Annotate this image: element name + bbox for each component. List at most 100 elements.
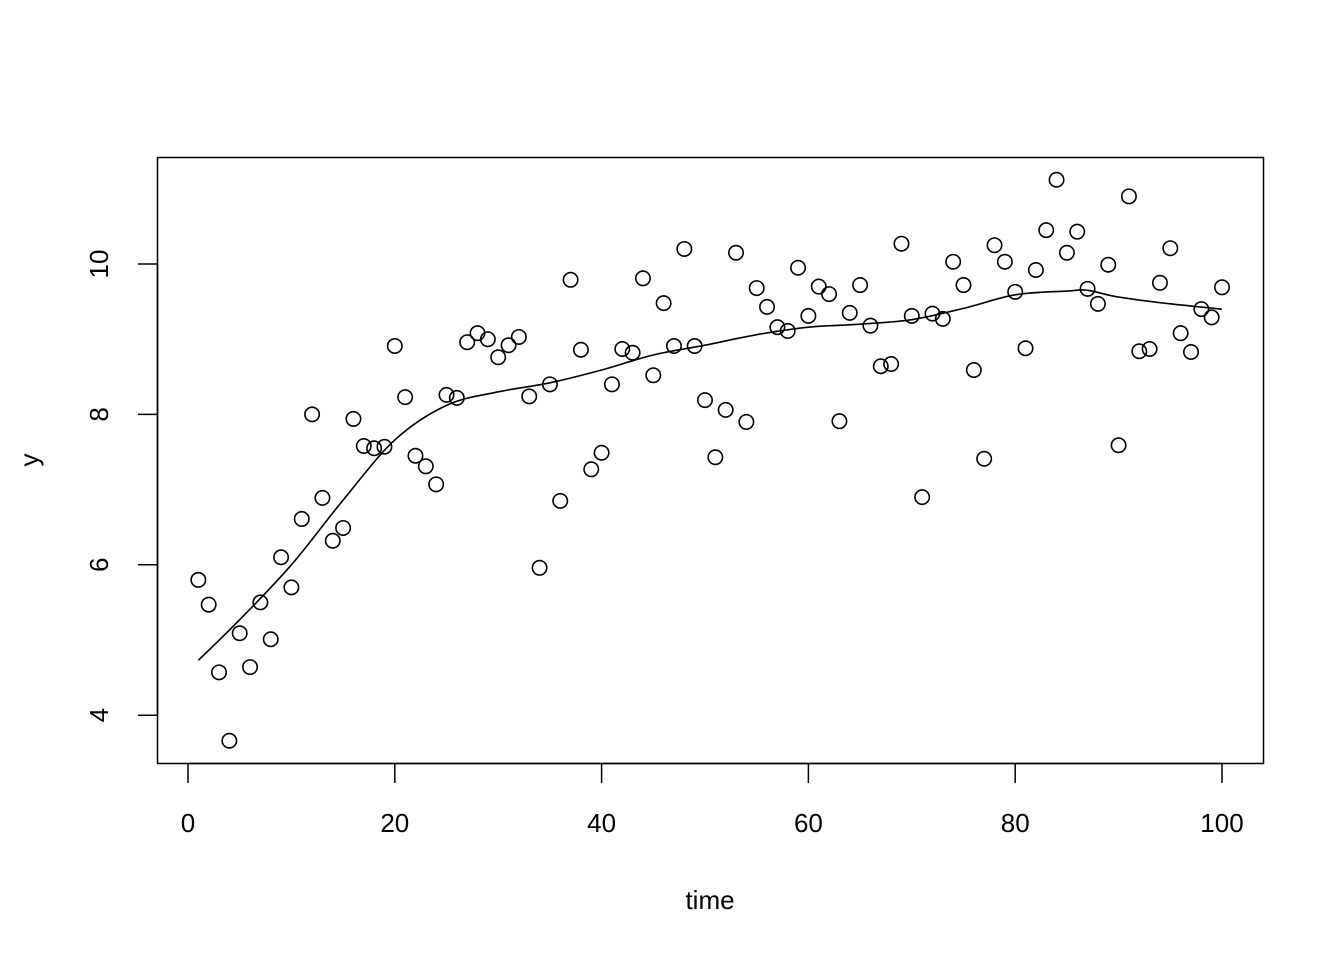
data-point	[552, 492, 569, 509]
data-point	[1079, 280, 1096, 297]
data-point	[345, 410, 362, 427]
data-point	[852, 277, 869, 294]
data-point	[645, 367, 662, 384]
data-point	[893, 235, 910, 252]
y-tick-label: 6	[84, 558, 114, 572]
data-point	[800, 307, 817, 324]
data-point	[293, 510, 310, 527]
data-point	[676, 240, 693, 257]
data-point	[934, 310, 951, 327]
x-tick-label: 100	[1200, 808, 1243, 838]
data-point	[1203, 309, 1220, 326]
data-point	[283, 579, 300, 596]
data-point	[717, 401, 734, 418]
data-point	[955, 277, 972, 294]
x-tick-label: 40	[587, 808, 616, 838]
data-point	[304, 406, 321, 423]
data-point	[696, 392, 713, 409]
y-tick-label: 8	[84, 407, 114, 421]
y-axis: 4 6 8 10	[84, 250, 159, 722]
data-point	[211, 664, 228, 681]
data-point	[1151, 274, 1168, 291]
data-point	[386, 337, 403, 354]
data-point	[273, 549, 290, 566]
data-point	[965, 362, 982, 379]
data-point	[397, 389, 414, 406]
data-point	[531, 559, 548, 576]
data-point	[872, 358, 889, 375]
y-axis-label: y	[14, 454, 44, 467]
data-point	[1110, 437, 1127, 454]
x-tick-label: 0	[181, 808, 195, 838]
data-point	[355, 437, 372, 454]
data-point	[448, 389, 465, 406]
data-point	[862, 317, 879, 334]
data-point	[810, 278, 827, 295]
data-point	[603, 376, 620, 393]
data-point	[200, 596, 217, 613]
data-point	[831, 413, 848, 430]
data-point	[790, 259, 807, 276]
data-point	[945, 253, 962, 270]
data-point	[583, 461, 600, 478]
data-point	[190, 571, 207, 588]
data-point	[459, 334, 476, 351]
data-point	[634, 270, 651, 287]
data-point	[469, 325, 486, 342]
data-point	[593, 444, 610, 461]
data-point	[1131, 343, 1148, 360]
data-point	[1058, 244, 1075, 261]
data-point	[1214, 279, 1231, 296]
data-point	[510, 328, 527, 345]
data-point	[1048, 171, 1065, 188]
data-point	[1027, 262, 1044, 279]
smooth-curve	[197, 289, 1223, 661]
data-point	[614, 340, 631, 357]
data-point	[883, 356, 900, 373]
data-point	[728, 244, 745, 261]
data-point	[1120, 188, 1137, 205]
data-point	[231, 625, 248, 642]
data-points	[190, 171, 1231, 749]
data-point	[903, 307, 920, 324]
data-point	[759, 298, 776, 315]
data-point	[1007, 283, 1024, 300]
data-point	[221, 732, 238, 749]
y-tick-label: 10	[84, 250, 114, 279]
data-point	[324, 532, 341, 549]
data-point	[1193, 301, 1210, 318]
y-tick-label: 4	[84, 708, 114, 722]
data-point	[748, 280, 765, 297]
data-point	[665, 337, 682, 354]
x-axis: 0 20 40 60 80 100	[181, 762, 1244, 838]
data-point	[252, 594, 269, 611]
data-point	[996, 253, 1013, 270]
data-point	[438, 386, 455, 403]
data-point	[1038, 222, 1055, 239]
x-axis-label: time	[685, 885, 734, 915]
data-point	[1089, 295, 1106, 312]
data-point	[417, 458, 434, 475]
data-point	[314, 489, 331, 506]
data-point	[407, 447, 424, 464]
data-point	[986, 237, 1003, 254]
data-point	[1162, 240, 1179, 257]
data-point	[366, 440, 383, 457]
x-tick-label: 80	[1001, 808, 1030, 838]
data-point	[479, 331, 496, 348]
x-tick-label: 20	[380, 808, 409, 838]
data-point	[1017, 340, 1034, 357]
data-point	[500, 337, 517, 354]
data-point	[707, 449, 724, 466]
data-point	[376, 438, 393, 455]
data-point	[738, 413, 755, 430]
data-point	[1141, 340, 1158, 357]
data-point	[769, 319, 786, 336]
data-point	[562, 271, 579, 288]
data-point	[976, 450, 993, 467]
data-point	[914, 489, 931, 506]
data-point	[821, 286, 838, 303]
data-point	[1069, 223, 1086, 240]
data-point	[841, 304, 858, 321]
